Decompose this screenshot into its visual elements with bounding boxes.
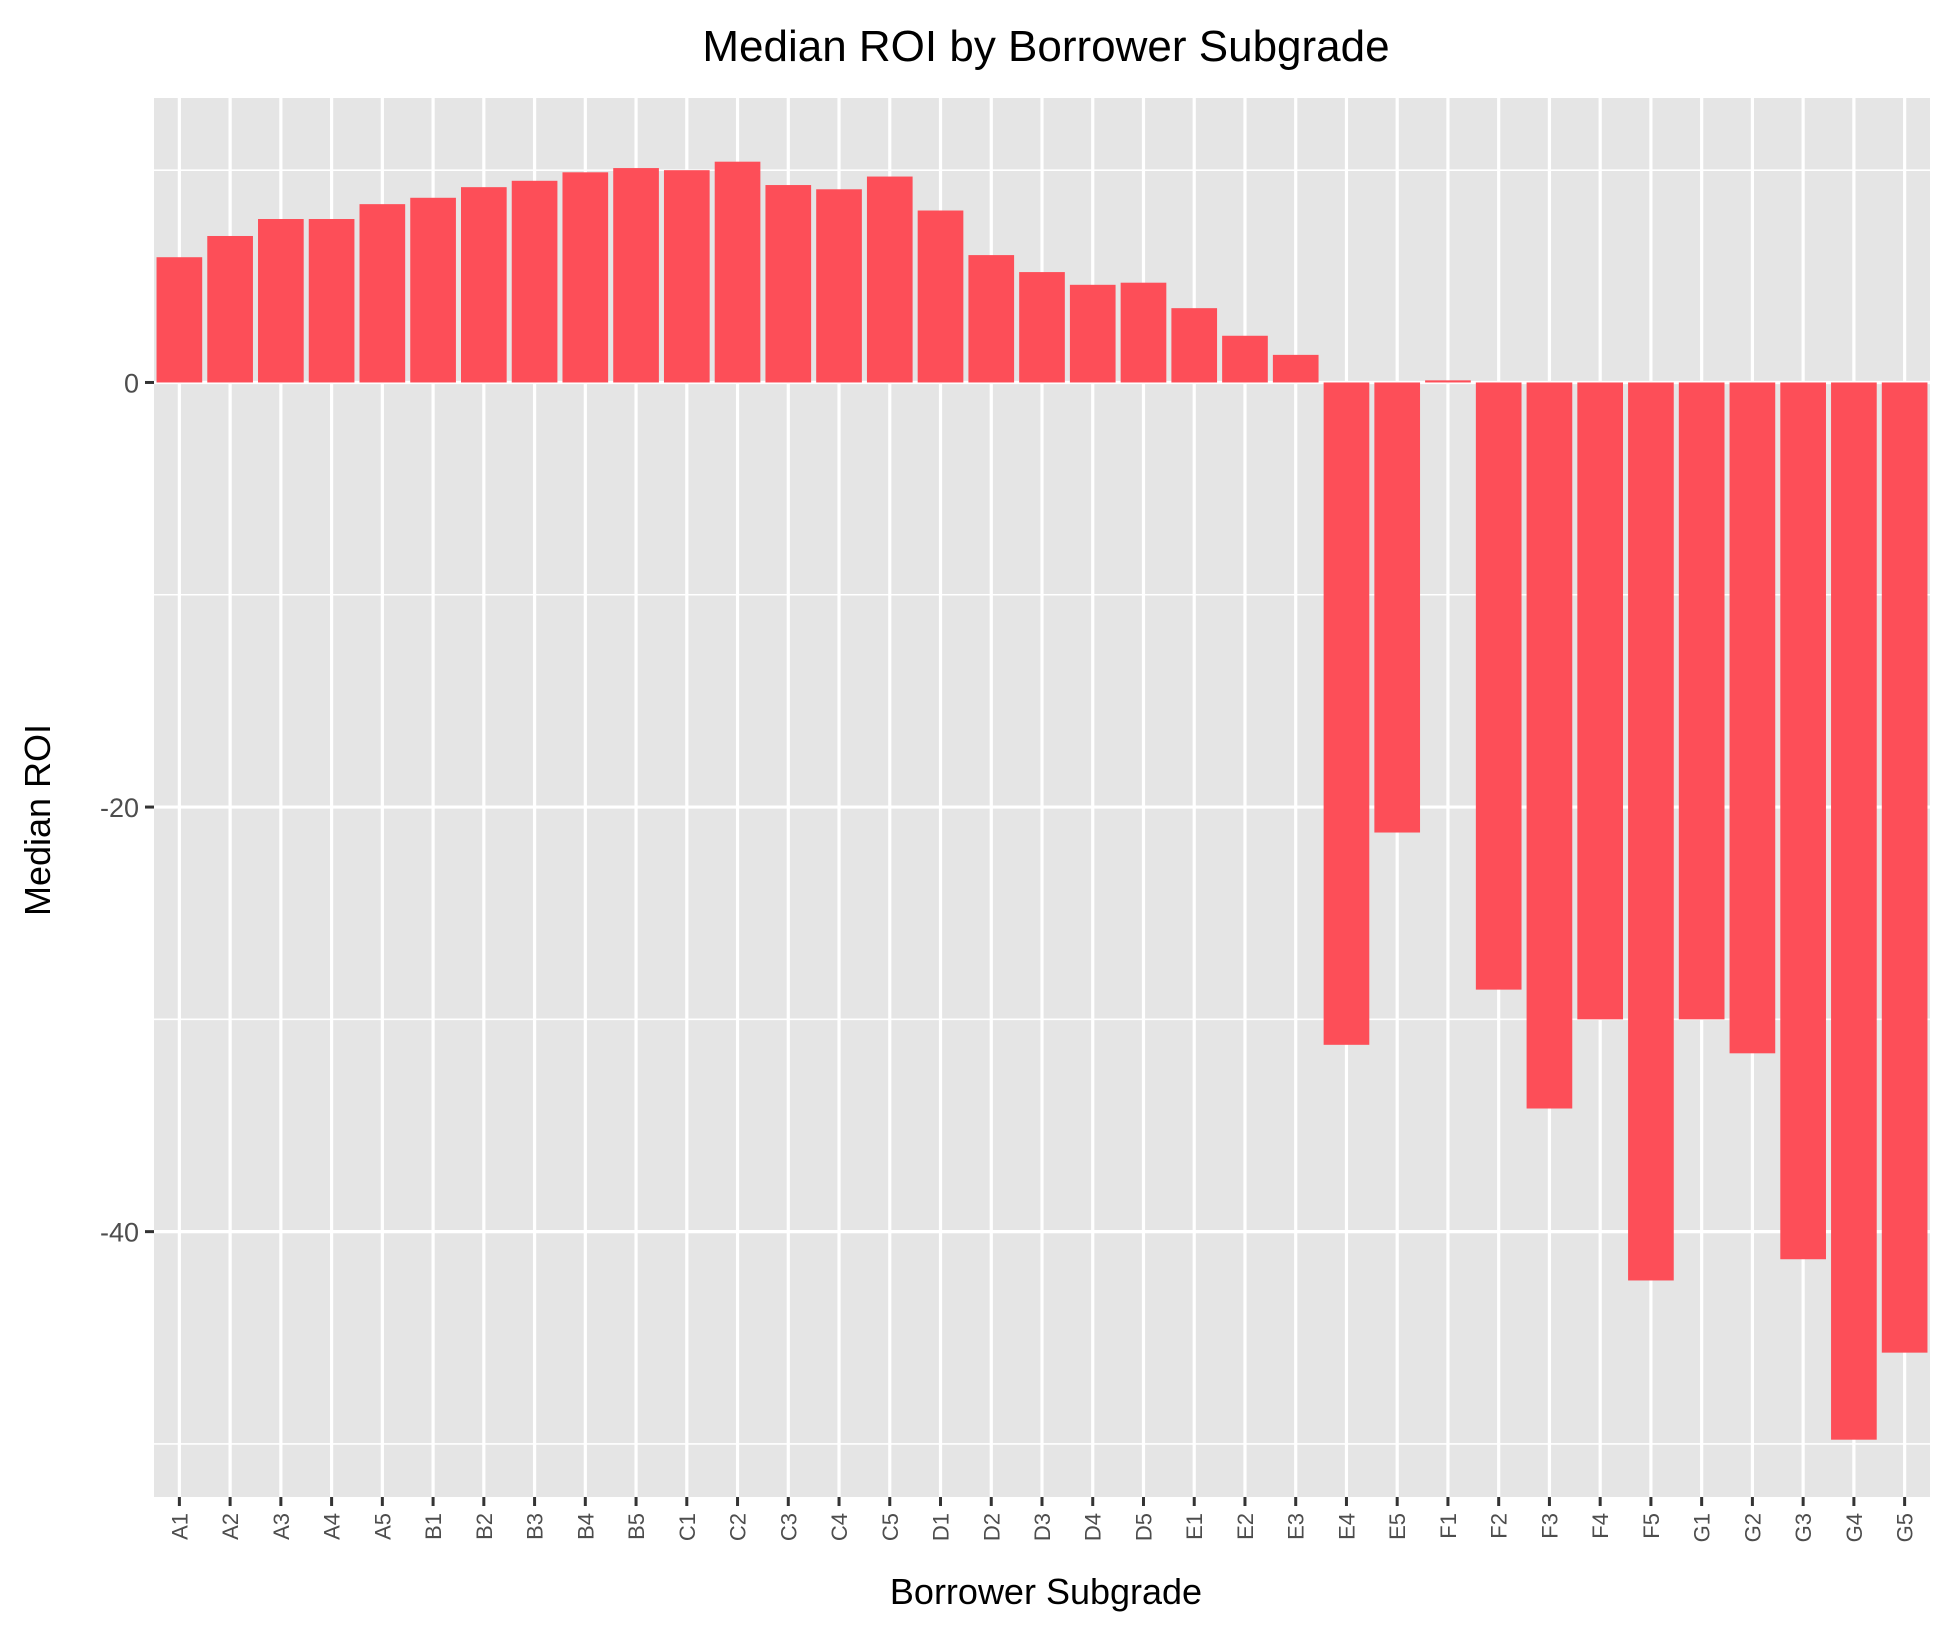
bar-g1: [1678, 382, 1725, 1020]
bars: [156, 161, 1928, 1440]
x-tick-label: C2: [726, 1513, 751, 1541]
x-tick-label: E1: [1182, 1513, 1207, 1540]
x-tick-label: G2: [1740, 1513, 1765, 1542]
bar-e5: [1374, 382, 1421, 833]
bar-d5: [1120, 282, 1167, 383]
x-tick-label: B3: [523, 1513, 548, 1540]
x-tick-label: F1: [1436, 1513, 1461, 1539]
bar-g5: [1881, 382, 1928, 1353]
bar-f2: [1475, 382, 1522, 990]
bar-b2: [460, 187, 507, 383]
bar-b5: [613, 168, 659, 383]
x-tick-label: B5: [624, 1513, 649, 1540]
bar-a3: [258, 219, 304, 383]
bar-e3: [1272, 354, 1319, 383]
x-tick-label: A5: [370, 1513, 395, 1540]
x-tick-label: A2: [218, 1513, 243, 1540]
x-axis: A1 A2 A3 A4 A5 B1 B2 B3 B4 B5 C1 C2 C3 C4 C5 D1 D2 D3 D4 D5…: [167, 1497, 1918, 1542]
x-tick-label: D1: [929, 1513, 954, 1541]
bar-c5: [866, 176, 913, 383]
bar-d4: [1069, 284, 1116, 383]
x-tick-label: F4: [1588, 1513, 1613, 1539]
bar-f3: [1526, 382, 1573, 1109]
x-tick-label: F5: [1639, 1513, 1664, 1539]
y-tick-label: 0: [124, 368, 139, 398]
x-tick-label: D3: [1030, 1513, 1055, 1541]
x-tick-label: D4: [1081, 1513, 1106, 1541]
bar-g4: [1831, 382, 1877, 1440]
bar-c4: [816, 189, 862, 383]
bar-a5: [359, 204, 406, 383]
x-tick-label: B4: [573, 1513, 598, 1540]
bar-d3: [1019, 272, 1065, 383]
x-tick-label: E3: [1284, 1513, 1309, 1540]
bar-a4: [308, 219, 355, 383]
bar-a1: [156, 257, 203, 383]
x-tick-label: D5: [1131, 1513, 1156, 1541]
x-tick-label: E5: [1385, 1513, 1410, 1540]
x-tick-label: E4: [1334, 1513, 1359, 1540]
bar-f5: [1628, 382, 1674, 1281]
x-tick-label: G3: [1791, 1513, 1816, 1542]
y-axis-title: Median ROI: [17, 724, 58, 916]
bar-e4: [1323, 382, 1370, 1045]
x-tick-label: A3: [269, 1513, 294, 1540]
bar-c3: [765, 185, 812, 383]
bar-f4: [1577, 382, 1624, 1020]
x-tick-label: B1: [421, 1513, 446, 1540]
x-tick-label: F3: [1537, 1513, 1562, 1539]
bar-b3: [511, 180, 558, 383]
bar-e2: [1222, 335, 1268, 383]
y-tick-label: -40: [100, 1218, 139, 1248]
chart-title: Median ROI by Borrower Subgrade: [702, 22, 1389, 71]
bar-g3: [1780, 382, 1826, 1260]
bar-d2: [968, 255, 1015, 383]
x-tick-label: A1: [167, 1513, 192, 1540]
x-tick-label: C3: [776, 1513, 801, 1541]
x-tick-label: G1: [1690, 1513, 1715, 1542]
x-tick-label: F2: [1487, 1513, 1512, 1539]
x-tick-label: D2: [979, 1513, 1004, 1541]
x-tick-label: E2: [1233, 1513, 1258, 1540]
bar-f1: [1425, 380, 1471, 383]
bar-e1: [1171, 308, 1218, 383]
x-tick-label: C4: [827, 1513, 852, 1541]
bar-c1: [663, 170, 710, 383]
bar-a2: [207, 235, 253, 383]
bar-g2: [1729, 382, 1776, 1054]
bar-b4: [562, 172, 609, 383]
x-tick-label: C5: [878, 1513, 903, 1541]
bar-c2: [714, 161, 761, 383]
bar-d1: [917, 210, 964, 383]
x-tick-label: C1: [675, 1513, 700, 1541]
y-axis: 0 -20 -40: [100, 368, 154, 1248]
x-tick-label: G4: [1842, 1513, 1867, 1542]
bar-b1: [410, 197, 456, 383]
x-tick-label: A4: [320, 1513, 345, 1540]
x-tick-label: B2: [472, 1513, 497, 1540]
y-tick-label: -20: [100, 793, 139, 823]
x-axis-title: Borrower Subgrade: [890, 1571, 1202, 1612]
x-tick-label: G5: [1893, 1513, 1918, 1542]
